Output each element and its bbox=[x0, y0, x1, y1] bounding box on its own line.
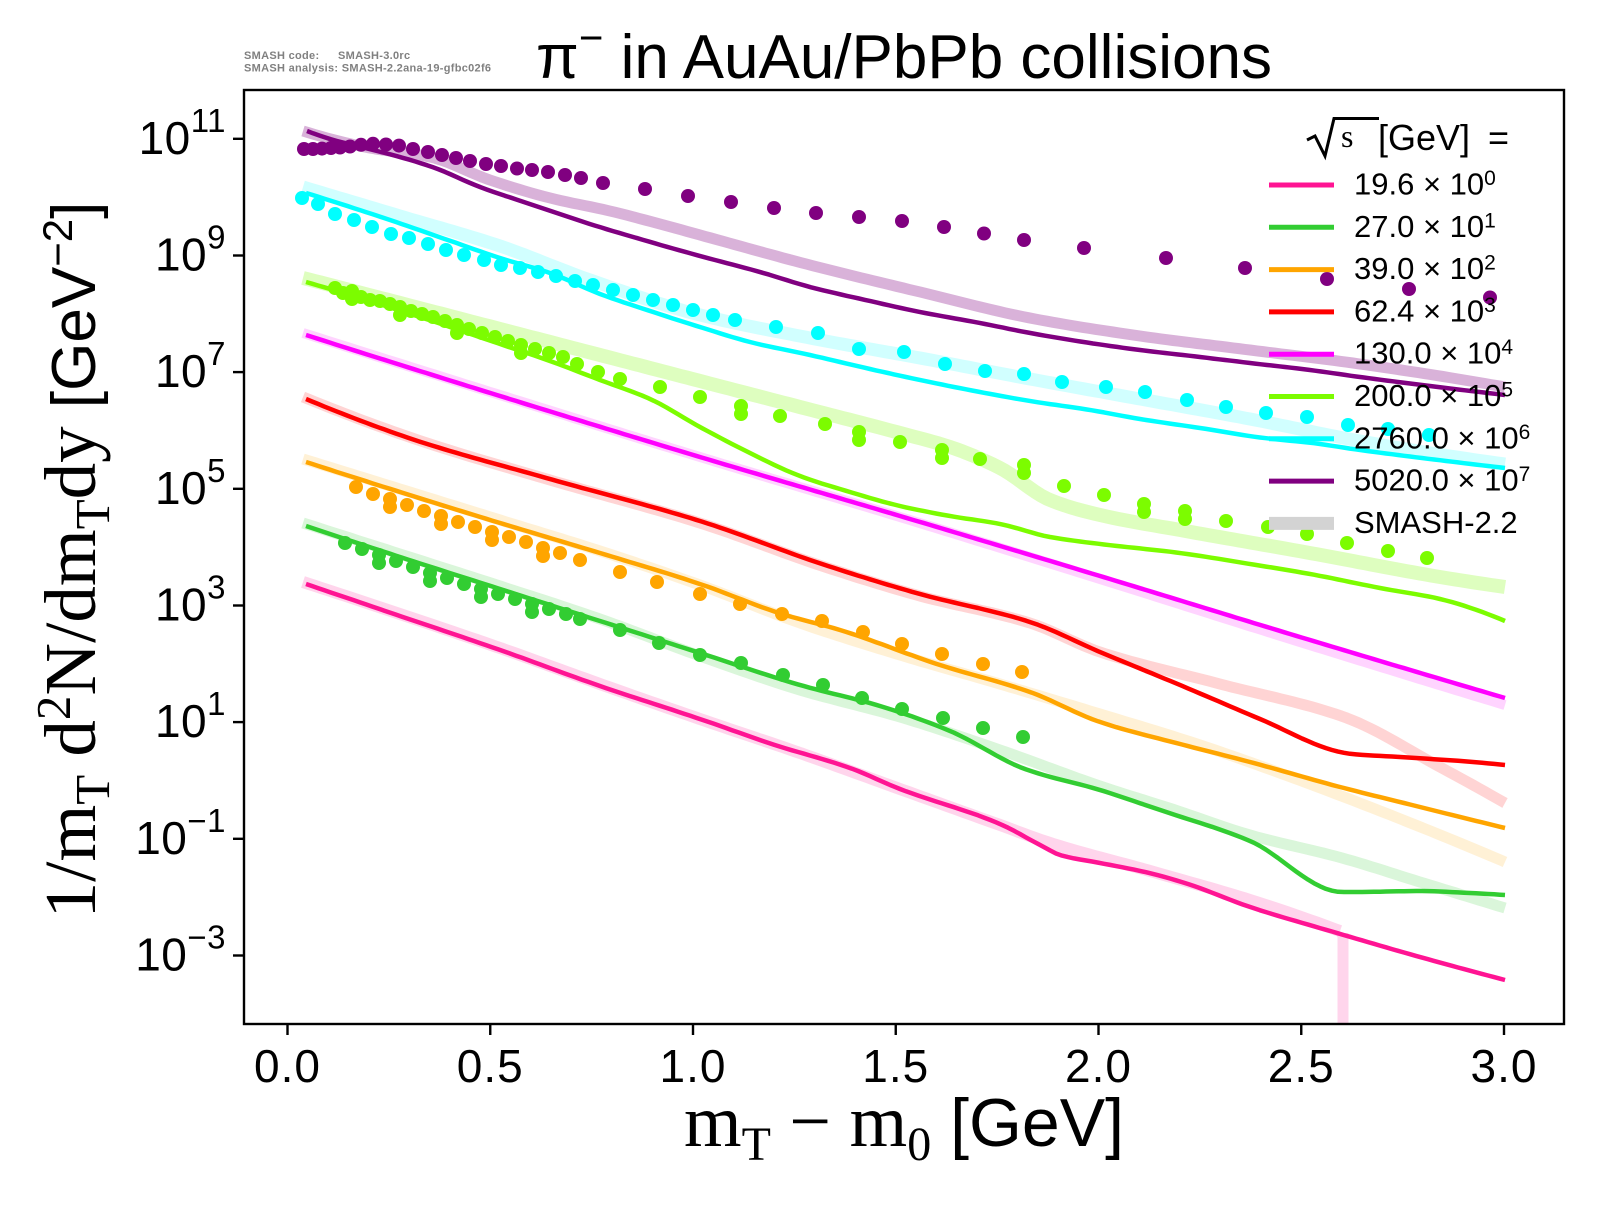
svg-text:s: s bbox=[1341, 118, 1353, 154]
svg-text:3.0: 3.0 bbox=[1471, 1040, 1538, 1092]
svg-text:SMASH code:: SMASH code: bbox=[244, 50, 319, 62]
svg-text:1/mT d2N/dmTdy [GeV−2]: 1/mT d2N/dmTdy [GeV−2] bbox=[26, 202, 120, 919]
svg-text:SMASH analysis: SMASH-2.2ana-1: SMASH analysis: SMASH-2.2ana-19-gfbc02f6 bbox=[244, 63, 491, 75]
svg-text:62.4 × 103: 62.4 × 103 bbox=[1354, 293, 1496, 328]
svg-text:27.0 × 101: 27.0 × 101 bbox=[1354, 209, 1496, 244]
svg-text:2760.0 × 106: 2760.0 × 106 bbox=[1354, 420, 1530, 455]
svg-text:10−3: 10−3 bbox=[135, 919, 226, 981]
svg-text:39.0 × 102: 39.0 × 102 bbox=[1354, 251, 1496, 286]
svg-text:200.0 × 105: 200.0 × 105 bbox=[1354, 378, 1513, 413]
svg-text:1.0: 1.0 bbox=[660, 1040, 727, 1092]
svg-text:0.0: 0.0 bbox=[254, 1040, 321, 1092]
svg-text:5020.0 × 107: 5020.0 × 107 bbox=[1354, 463, 1530, 498]
svg-text:1.5: 1.5 bbox=[862, 1040, 929, 1092]
svg-text:109: 109 bbox=[155, 219, 226, 281]
svg-text:π− in AuAu/PbPb collisions: π− in AuAu/PbPb collisions bbox=[536, 14, 1272, 92]
svg-text:[GeV] =: [GeV] = bbox=[1378, 117, 1509, 158]
svg-text:130.0 × 104: 130.0 × 104 bbox=[1354, 336, 1513, 371]
svg-text:SMASH-2.2: SMASH-2.2 bbox=[1354, 505, 1518, 540]
svg-text:19.6 × 100: 19.6 × 100 bbox=[1354, 167, 1496, 202]
svg-text:2.5: 2.5 bbox=[1268, 1040, 1335, 1092]
svg-text:0.5: 0.5 bbox=[457, 1040, 524, 1092]
svg-text:101: 101 bbox=[155, 685, 226, 747]
svg-text:SMASH-3.0rc: SMASH-3.0rc bbox=[338, 50, 410, 62]
svg-text:2.0: 2.0 bbox=[1065, 1040, 1132, 1092]
